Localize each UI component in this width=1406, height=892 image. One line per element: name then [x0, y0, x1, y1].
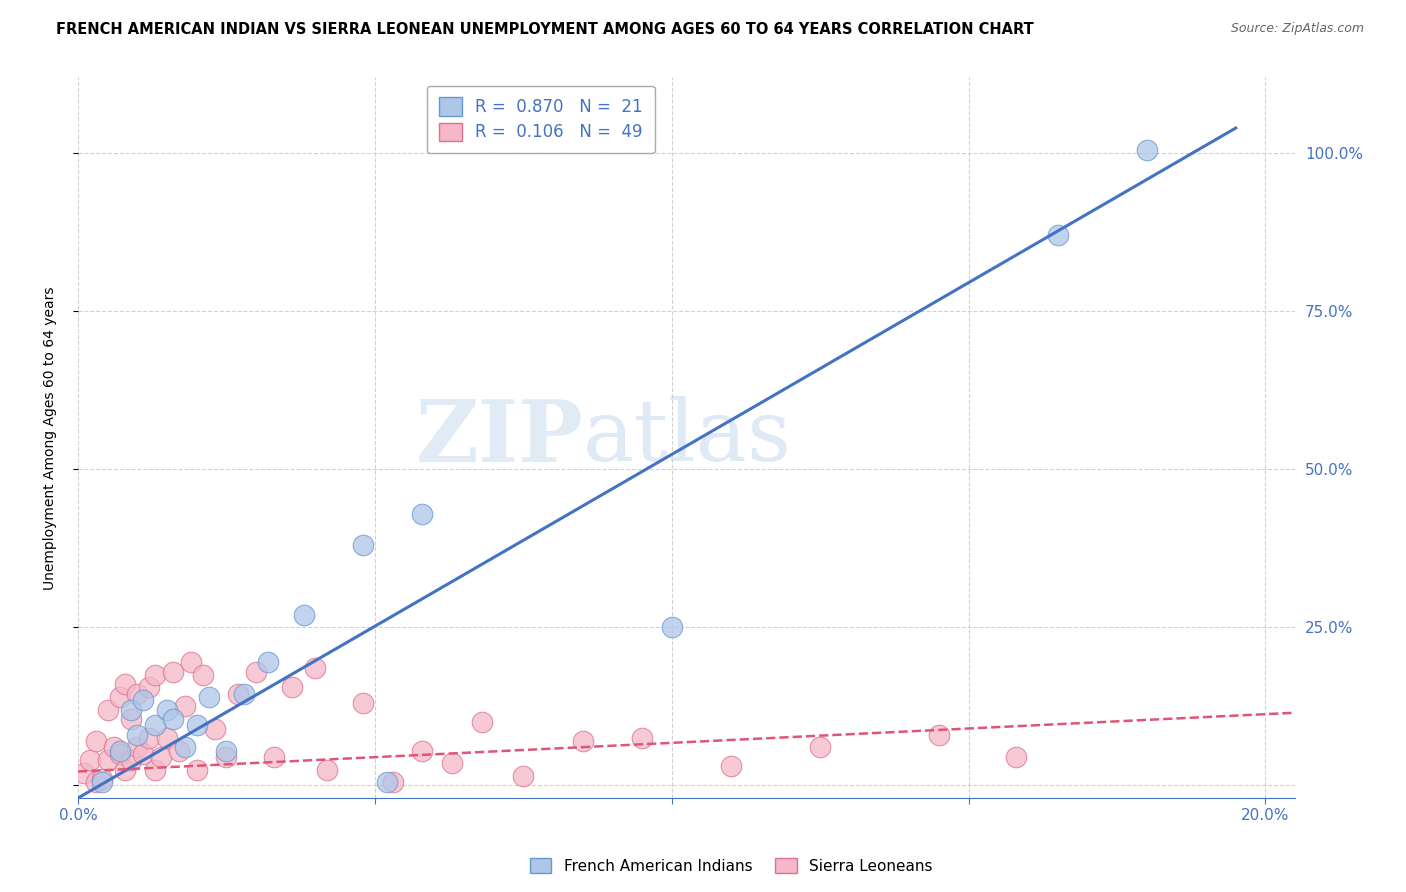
Point	[440, 756, 463, 771]
Point	[215, 744, 238, 758]
Point	[720, 759, 742, 773]
Point	[191, 668, 214, 682]
Point	[226, 687, 249, 701]
Legend: French American Indians, Sierra Leoneans: French American Indians, Sierra Leoneans	[524, 852, 938, 880]
Point	[127, 687, 149, 701]
Point	[411, 744, 433, 758]
Text: ZIP: ZIP	[415, 396, 583, 480]
Point	[156, 731, 179, 745]
Point	[97, 702, 120, 716]
Point	[1005, 750, 1028, 764]
Point	[114, 677, 136, 691]
Point	[138, 731, 160, 745]
Point	[108, 747, 131, 761]
Point	[162, 712, 184, 726]
Point	[352, 696, 374, 710]
Point	[233, 687, 256, 701]
Point	[215, 750, 238, 764]
Text: atlas: atlas	[583, 396, 792, 479]
Legend: R =  0.870   N =  21, R =  0.106   N =  49: R = 0.870 N = 21, R = 0.106 N = 49	[427, 86, 655, 153]
Point	[186, 718, 208, 732]
Y-axis label: Unemployment Among Ages 60 to 64 years: Unemployment Among Ages 60 to 64 years	[44, 286, 58, 590]
Point	[143, 763, 166, 777]
Point	[173, 740, 195, 755]
Text: FRENCH AMERICAN INDIAN VS SIERRA LEONEAN UNEMPLOYMENT AMONG AGES 60 TO 64 YEARS : FRENCH AMERICAN INDIAN VS SIERRA LEONEAN…	[56, 22, 1033, 37]
Point	[661, 620, 683, 634]
Point	[304, 661, 326, 675]
Point	[120, 702, 142, 716]
Point	[571, 734, 593, 748]
Point	[173, 699, 195, 714]
Point	[316, 763, 339, 777]
Point	[167, 744, 190, 758]
Point	[808, 740, 831, 755]
Point	[73, 765, 96, 780]
Point	[186, 763, 208, 777]
Point	[143, 718, 166, 732]
Point	[120, 712, 142, 726]
Text: Source: ZipAtlas.com: Source: ZipAtlas.com	[1230, 22, 1364, 36]
Point	[162, 665, 184, 679]
Point	[108, 690, 131, 704]
Point	[204, 722, 226, 736]
Point	[471, 715, 494, 730]
Point	[928, 728, 950, 742]
Point	[150, 750, 173, 764]
Point	[79, 753, 101, 767]
Point	[245, 665, 267, 679]
Point	[127, 728, 149, 742]
Point	[120, 753, 142, 767]
Point	[292, 607, 315, 622]
Point	[1136, 143, 1159, 157]
Point	[108, 744, 131, 758]
Point	[138, 681, 160, 695]
Point	[375, 775, 398, 789]
Point	[1046, 228, 1069, 243]
Point	[156, 702, 179, 716]
Point	[90, 775, 112, 789]
Point	[631, 731, 654, 745]
Point	[127, 740, 149, 755]
Point	[84, 775, 107, 789]
Point	[257, 655, 280, 669]
Point	[132, 693, 155, 707]
Point	[84, 734, 107, 748]
Point	[103, 740, 125, 755]
Point	[132, 747, 155, 761]
Point	[512, 769, 534, 783]
Point	[381, 775, 404, 789]
Point	[411, 507, 433, 521]
Point	[280, 681, 302, 695]
Point	[352, 538, 374, 552]
Point	[197, 690, 219, 704]
Point	[90, 772, 112, 786]
Point	[263, 750, 285, 764]
Point	[180, 655, 202, 669]
Point	[143, 668, 166, 682]
Point	[97, 753, 120, 767]
Point	[114, 763, 136, 777]
